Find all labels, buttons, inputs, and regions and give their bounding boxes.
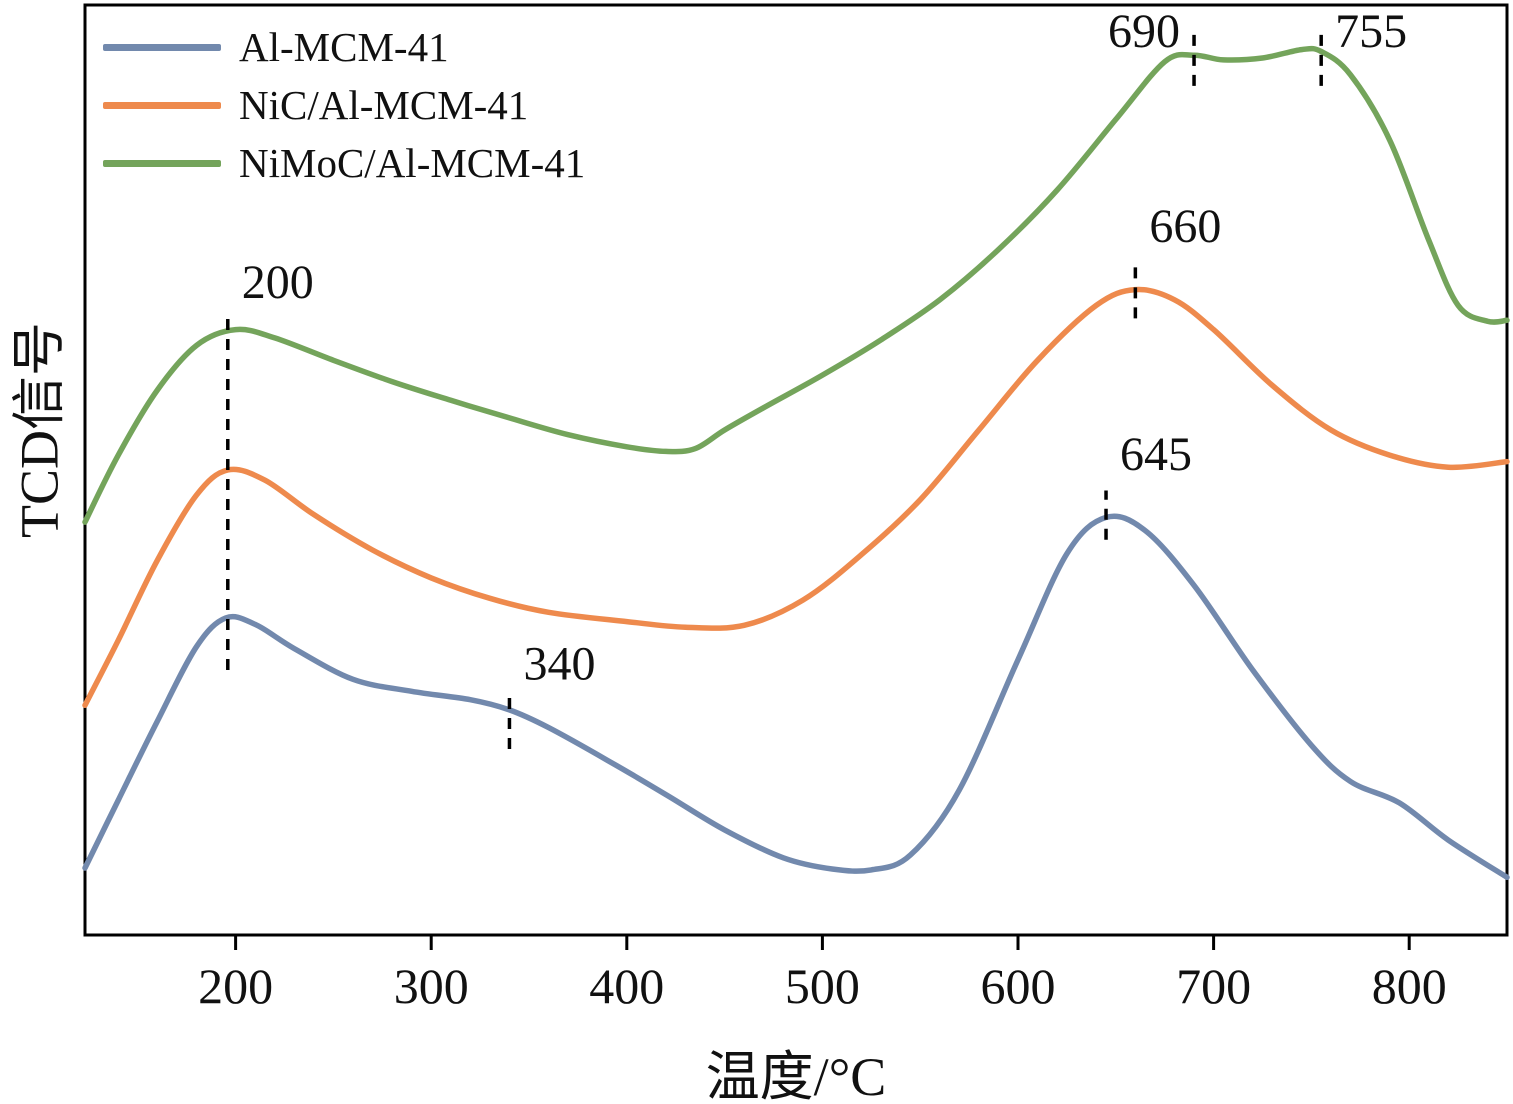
legend-item-nic-al-mcm-41: NiC/Al-MCM-41 <box>103 76 585 134</box>
legend-label-nimoc-al-mcm-41: NiMoC/Al-MCM-41 <box>239 139 586 186</box>
x-tick-label: 700 <box>1176 958 1251 1014</box>
series-nic-al-mcm-41 <box>82 286 1510 709</box>
x-tick-label: 800 <box>1372 958 1447 1014</box>
series-nimoc-al-mcm-41 <box>82 45 1510 525</box>
y-axis-label: TCD信号 <box>9 322 70 538</box>
legend-item-nimoc-al-mcm-41: NiMoC/Al-MCM-41 <box>103 134 585 192</box>
x-tick-label: 500 <box>785 958 860 1014</box>
annotation-label-200: 200 <box>242 256 314 309</box>
legend: Al-MCM-41 NiC/Al-MCM-41 NiMoC/Al-MCM-41 <box>103 18 585 192</box>
x-axis-label: 温度/°C <box>705 1047 887 1104</box>
legend-label-nic-al-mcm-41: NiC/Al-MCM-41 <box>239 81 529 128</box>
annotation-label-755: 755 <box>1335 5 1407 58</box>
legend-item-al-mcm-41: Al-MCM-41 <box>103 18 585 76</box>
x-tick-label: 400 <box>589 958 664 1014</box>
legend-swatch-nic-al-mcm-41 <box>103 101 221 109</box>
legend-label-al-mcm-41: Al-MCM-41 <box>239 23 449 70</box>
x-tick-label: 300 <box>394 958 469 1014</box>
annotation-label-645: 645 <box>1120 428 1192 481</box>
legend-swatch-nimoc-al-mcm-41 <box>103 159 221 167</box>
plot-border <box>83 3 1509 937</box>
x-tick-label: 200 <box>198 958 273 1014</box>
x-tick-label: 600 <box>981 958 1056 1014</box>
annotation-label-690: 690 <box>1108 5 1180 58</box>
legend-swatch-al-mcm-41 <box>103 43 221 51</box>
annotation-label-660: 660 <box>1149 200 1221 253</box>
series-al-mcm-41 <box>82 513 1510 881</box>
annotation-label-340: 340 <box>523 637 595 690</box>
